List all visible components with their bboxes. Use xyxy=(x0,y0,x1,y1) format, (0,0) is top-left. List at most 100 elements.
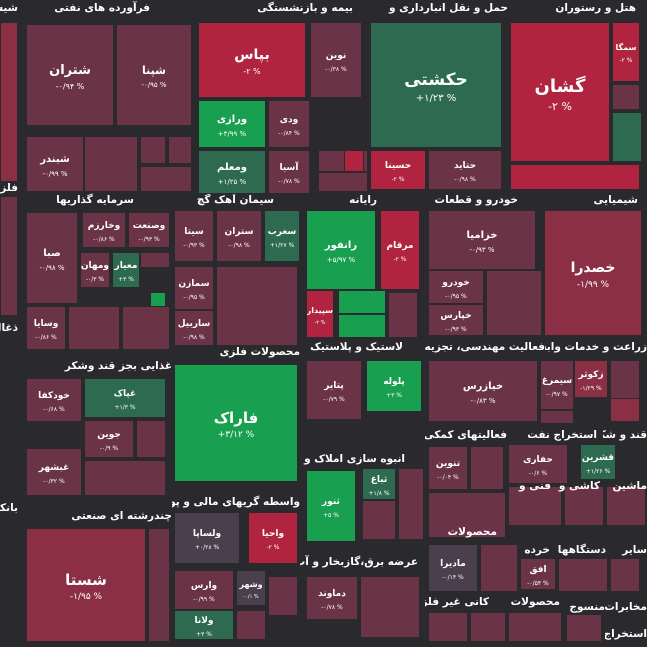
stock-change: -۲ % xyxy=(314,319,326,326)
stock-tile[interactable]: سپیدار -۲ % xyxy=(306,290,334,338)
sector-header[interactable]: سیمان آهک گچ xyxy=(196,194,274,206)
stock-tile[interactable]: ورازی +۴/۹۹ % xyxy=(198,100,266,148)
stock-tile[interactable]: رانفور +۵/۹۷ % xyxy=(306,210,376,290)
stock-tile[interactable]: وارس -۰/۹۹ % xyxy=(174,570,234,610)
sector-header[interactable]: انبوه سازی املاک و xyxy=(304,453,405,465)
sector-header[interactable]: لاستیک و پلاستیک xyxy=(310,341,403,353)
stock-tile[interactable]: زکوثر -۱/۲۹ % xyxy=(574,360,608,398)
sector-header[interactable]: خودرو و قطعات xyxy=(434,194,518,206)
sector-header[interactable]: محصولات فلزی xyxy=(219,346,300,358)
sector-header[interactable]: فعالیت مهندسی، تجزیه، xyxy=(425,341,545,353)
stock-tile[interactable]: ثباغ +۱/۸ % xyxy=(362,468,396,500)
stock-tile[interactable]: سغرب +۱/۲۷ % xyxy=(264,210,300,262)
stock-tile[interactable]: بپاس -۲ % xyxy=(198,22,306,98)
stock-tile[interactable]: وصنعت -۰/۹۳ % xyxy=(128,212,170,248)
sector-header[interactable]: عرضه برق،گازبخار و آب xyxy=(300,556,418,568)
stock-tile[interactable]: افق -۰/۵۴ % xyxy=(520,558,556,590)
stock-tile[interactable]: ومعلم +۱/۲۵ % xyxy=(198,150,266,194)
sector-header[interactable]: شیشه xyxy=(0,2,18,14)
stock-tile[interactable]: ودی -۰/۸۴ % xyxy=(268,100,310,148)
sector-header[interactable]: کانی غیر فلزی xyxy=(425,596,489,608)
stock-tile[interactable]: سمازن -۰/۹۵ % xyxy=(174,266,214,310)
sector-header[interactable]: منسوج xyxy=(569,601,605,613)
sector-header[interactable]: بیمه و بازنشستگی xyxy=(257,2,353,14)
stock-tile[interactable]: خپارس -۰/۹۳ % xyxy=(428,304,484,336)
sector-header[interactable]: بانکها و xyxy=(0,502,18,514)
stock-tile[interactable]: ساربیل -۰/۹۸ % xyxy=(174,310,214,346)
stock-tile[interactable]: آسیا -۰/۷۸ % xyxy=(268,150,310,194)
sector-header[interactable]: سرمایه گذاریها xyxy=(56,194,134,206)
sector-header[interactable]: غذایی بجز قند وشکر xyxy=(64,360,172,372)
sector-header[interactable]: کاشی و xyxy=(558,480,600,492)
sector-header[interactable]: فلزات اساسی xyxy=(0,182,18,194)
sector-header[interactable]: دستگاهها xyxy=(558,544,606,556)
stock-tile[interactable]: سیمرغ -۰/۹۷ % xyxy=(540,360,574,410)
stock-tile[interactable]: شتران -۰/۹۴ % xyxy=(26,24,114,126)
stock-tile[interactable]: فاراک +۳/۱۲ % xyxy=(174,364,298,482)
sector-header[interactable]: ماشین xyxy=(612,480,647,492)
sector-header[interactable]: فعالیتهای کمکی به xyxy=(425,429,507,441)
sector-header[interactable]: زراعت و خدمات وابسته xyxy=(545,341,647,353)
stock-change: -۰/۸۶ % xyxy=(35,333,57,341)
stock-tile[interactable]: ولانا +۳ % xyxy=(174,610,234,640)
filler-tile xyxy=(606,486,646,526)
stock-tile[interactable]: دماوند -۰/۷۸ % xyxy=(306,576,358,620)
sector-header[interactable]: استخراج نفت xyxy=(527,429,597,441)
stock-tile[interactable]: شبندر -۰/۹۹ % xyxy=(26,136,84,192)
stock-name: وشهر xyxy=(239,579,263,589)
stock-tile[interactable]: غپاک +۱/۳ % xyxy=(84,378,166,418)
stock-tile[interactable]: پلوله +۳ % xyxy=(366,360,422,412)
sector-header[interactable]: ذغال xyxy=(0,322,18,334)
sector-header[interactable]: شیمیایی xyxy=(593,194,638,206)
stock-tile[interactable]: حفاری -۰/۶ % xyxy=(508,444,568,484)
sector-header[interactable]: چندرشته ای صنعتی xyxy=(71,510,172,522)
sector-header[interactable]: سایر xyxy=(622,544,647,556)
stock-tile[interactable]: وسایا -۰/۸۶ % xyxy=(26,306,66,350)
stock-tile[interactable]: وخارزم -۰/۸۶ % xyxy=(82,212,126,248)
stock-tile[interactable]: واحیا -۲ % xyxy=(248,512,298,564)
stock-tile[interactable]: حتاید -۰/۹۸ % xyxy=(428,150,502,190)
sector-header[interactable]: حمل و نقل انبارداری و xyxy=(389,2,508,14)
stock-tile[interactable]: حسینا -۲ % xyxy=(370,150,426,190)
stock-tile[interactable]: گشان -۲ % xyxy=(510,22,610,162)
stock-tile[interactable]: ومهان -۰/۳ % xyxy=(80,252,110,288)
stock-tile[interactable]: خزامیا -۰/۹۳ % xyxy=(428,210,536,270)
stock-tile[interactable]: حکشتی +۱/۲۳ % xyxy=(370,22,502,148)
stock-tile[interactable]: شپنا -۰/۹۵ % xyxy=(116,24,192,126)
stock-tile[interactable]: غبشهر -۰/۳۲ % xyxy=(26,448,82,496)
stock-tile[interactable]: سمگا -۲ % xyxy=(612,22,640,82)
stock-tile[interactable]: قشرین +۱/۲۶ % xyxy=(580,444,616,480)
stock-change: -۰/۹۸ % xyxy=(454,175,476,183)
stock-tile[interactable]: مادیرا -۰/۱۴ % xyxy=(428,544,478,592)
sector-header[interactable]: استخراج xyxy=(605,628,647,640)
stock-tile[interactable]: خودکفا -۰/۶۸ % xyxy=(26,378,82,422)
stock-tile[interactable]: وشهر -۰/۱ % xyxy=(236,570,266,606)
stock-change: -۰/۱۴ % xyxy=(442,573,464,581)
stock-tile[interactable]: سیتا -۰/۹۳ % xyxy=(174,210,214,262)
sector-header[interactable]: قند و شکر xyxy=(603,429,647,441)
stock-tile[interactable]: خودرو -۰/۹۵ % xyxy=(428,270,484,304)
stock-tile[interactable]: صبا -۰/۹۸ % xyxy=(26,212,78,304)
stock-tile[interactable]: ستران -۰/۹۸ % xyxy=(216,210,262,262)
sector-header[interactable]: هتل و رستوران xyxy=(555,2,636,14)
sector-header[interactable]: محصولات xyxy=(510,596,560,608)
stock-tile[interactable]: ولساپا +۰/۲۸ % xyxy=(174,512,240,564)
stock-change: -۰/۹۵ % xyxy=(445,292,467,300)
sector-header[interactable]: خرده xyxy=(524,544,550,556)
stock-tile[interactable]: ثنور +۵ % xyxy=(306,470,356,542)
filler-tile xyxy=(318,172,368,192)
stock-tile[interactable]: پتایر -۰/۷۹ % xyxy=(306,360,362,420)
sector-header[interactable]: محصولات xyxy=(447,526,497,538)
stock-tile[interactable]: خصدرا -۱/۹۹ % xyxy=(544,210,642,336)
sector-header[interactable]: فرآورده های نفتی xyxy=(54,2,150,14)
sector-header[interactable]: رایانه xyxy=(349,194,377,206)
stock-tile[interactable]: خیازرس -۰/۸۳ % xyxy=(428,360,538,422)
sector-header[interactable]: واسطه گریهای مالی و پولی xyxy=(172,496,300,508)
stock-tile[interactable]: جوین -۰/۹ % xyxy=(84,420,134,458)
stock-tile[interactable]: معیار +۳ % xyxy=(112,252,140,288)
stock-tile[interactable]: نوین -۰/۳۸ % xyxy=(310,22,362,98)
stock-tile[interactable]: مرقام -۲ % xyxy=(380,210,420,290)
stock-tile[interactable]: تنوین -۰/۰۴ % xyxy=(428,446,468,490)
sector-header[interactable]: مخابرات xyxy=(605,601,647,613)
stock-tile[interactable]: شستا -۱/۹۵ % xyxy=(26,528,146,642)
